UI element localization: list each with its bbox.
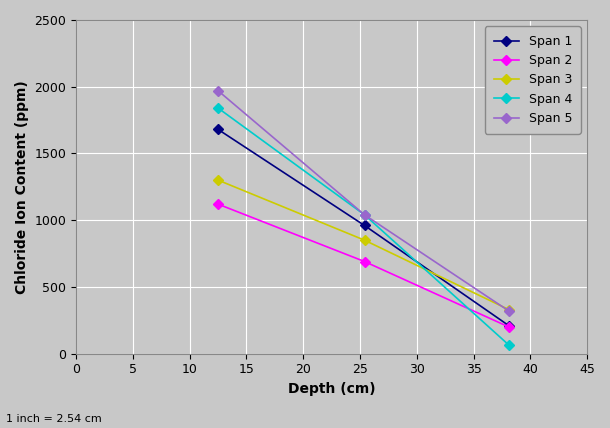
X-axis label: Depth (cm): Depth (cm) [288,382,375,396]
Legend: Span 1, Span 2, Span 3, Span 4, Span 5: Span 1, Span 2, Span 3, Span 4, Span 5 [485,26,581,134]
Span 5 [505,308,512,313]
Span 5 [214,88,221,93]
Line: Span 3: Span 3 [215,177,512,313]
Line: Span 1: Span 1 [215,126,512,329]
Line: Span 2: Span 2 [215,201,512,330]
Line: Span 5: Span 5 [215,87,512,315]
Span 2 [505,324,512,330]
Line: Span 4: Span 4 [215,104,512,348]
Span 4 [505,342,512,348]
Span 3 [361,238,368,243]
Span 3 [505,307,512,312]
Span 4 [214,106,221,111]
Span 3 [214,178,221,183]
Span 1 [214,127,221,132]
Span 1 [361,223,368,228]
Span 2 [214,202,221,207]
Span 2 [361,259,368,264]
Span 5 [361,212,368,217]
Span 1 [505,323,512,328]
Y-axis label: Chloride Ion Content (ppm): Chloride Ion Content (ppm) [15,80,29,294]
Span 4 [361,212,368,217]
Text: 1 inch = 2.54 cm: 1 inch = 2.54 cm [6,414,102,424]
